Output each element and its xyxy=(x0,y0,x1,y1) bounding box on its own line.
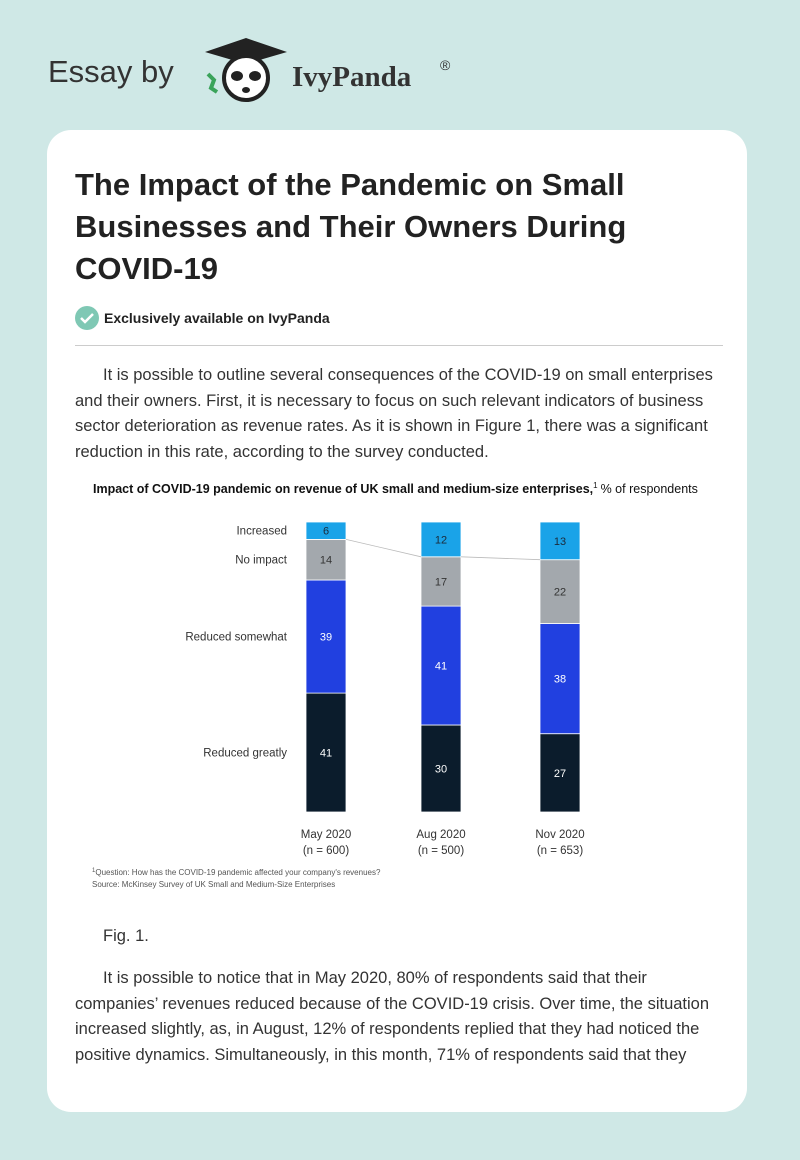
bar-segment xyxy=(305,692,347,813)
legend-label: Increased xyxy=(236,526,287,538)
article-card xyxy=(47,130,747,1112)
value-label: 39 xyxy=(320,632,332,644)
figure-caption: Fig. 1. xyxy=(103,927,149,945)
value-label: 22 xyxy=(554,587,566,599)
divider xyxy=(75,345,723,346)
bar-segment xyxy=(305,539,347,581)
legend-label: Reduced somewhat xyxy=(185,632,287,644)
bar-segment xyxy=(420,556,462,607)
x-tick-label: Nov 2020 xyxy=(535,829,584,841)
bar-segment xyxy=(305,521,347,540)
badge-text: Exclusively available on IvyPanda xyxy=(104,310,330,326)
paragraph: It is possible to outline several conseq… xyxy=(75,366,713,461)
sample-size: (n = 600) xyxy=(303,845,350,857)
bar-segment xyxy=(420,605,462,726)
bar-segment xyxy=(539,733,581,813)
logo-prefix: Essay by xyxy=(48,54,174,89)
badge-icon xyxy=(75,306,99,330)
logo-brand: IvyPanda xyxy=(292,61,412,93)
value-label: 17 xyxy=(435,576,447,588)
chart-title-line: Impact of COVID-19 pandemic on revenue o… xyxy=(93,481,698,496)
connector-line xyxy=(460,556,541,561)
value-label: 12 xyxy=(435,534,447,546)
article-title: The Impact of the Pandemic on Small Busi… xyxy=(75,167,627,286)
footnote-mark: 1 xyxy=(593,481,598,490)
legend-label: Reduced greatly xyxy=(203,748,287,760)
bar-segment xyxy=(420,521,462,558)
x-tick-label: Aug 2020 xyxy=(416,829,465,841)
bar-segment xyxy=(539,521,581,561)
bar-segment xyxy=(539,559,581,624)
value-label: 27 xyxy=(554,768,566,780)
value-label: 14 xyxy=(320,555,332,567)
chart-title: Impact of COVID-19 pandemic on revenue o… xyxy=(93,482,593,496)
sample-size: (n = 500) xyxy=(418,845,465,857)
value-label: 30 xyxy=(435,764,447,776)
footnote: Question: How has the COVID-19 pandemic … xyxy=(95,868,381,877)
bar-segment xyxy=(420,724,462,813)
footnote-line: 1Question: How has the COVID-19 pandemic… xyxy=(92,868,381,877)
logo-registered: ® xyxy=(440,57,451,73)
sample-size: (n = 653) xyxy=(537,845,584,857)
legend-label: No impact xyxy=(235,555,288,567)
paragraph: It is possible to notice that in May 202… xyxy=(75,969,710,1064)
header: Essay by IvyPanda ® xyxy=(48,38,451,102)
value-label: 41 xyxy=(435,661,447,673)
footnote-mark: 1 xyxy=(92,868,96,874)
value-label: 38 xyxy=(554,674,566,686)
chart-unit: % of respondents xyxy=(601,482,698,496)
value-label: 6 xyxy=(323,526,329,538)
value-label: 13 xyxy=(554,536,566,548)
chart: Impact of COVID-19 pandemic on revenue o… xyxy=(92,481,698,889)
source: Source: McKinsey Survey of UK Small and … xyxy=(92,880,335,889)
connector-line xyxy=(345,539,422,558)
x-tick-label: May 2020 xyxy=(301,829,352,841)
value-label: 41 xyxy=(320,748,332,760)
panda-icon xyxy=(205,38,287,102)
